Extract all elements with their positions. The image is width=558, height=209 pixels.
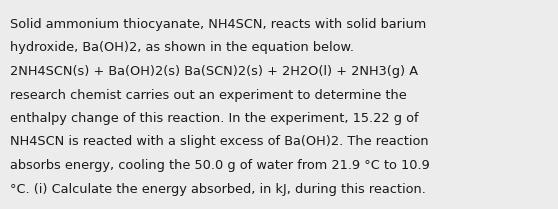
Text: NH4SCN is reacted with a slight excess of Ba(OH)2. The reaction: NH4SCN is reacted with a slight excess o… (10, 135, 429, 149)
Text: research chemist carries out an experiment to determine the: research chemist carries out an experime… (10, 88, 407, 102)
Text: hydroxide, Ba(OH)2, as shown in the equation below.: hydroxide, Ba(OH)2, as shown in the equa… (10, 42, 354, 55)
Text: enthalpy change of this reaction. In the experiment, 15.22 g of: enthalpy change of this reaction. In the… (10, 112, 418, 125)
Text: Solid ammonium thiocyanate, NH4SCN, reacts with solid barium: Solid ammonium thiocyanate, NH4SCN, reac… (10, 18, 426, 31)
Text: °C. (i) Calculate the energy absorbed, in kJ, during this reaction.: °C. (i) Calculate the energy absorbed, i… (10, 182, 426, 195)
Text: 2NH4SCN(s) + Ba(OH)2(s) Ba(SCN)2(s) + 2H2O(l) + 2NH3(g) A: 2NH4SCN(s) + Ba(OH)2(s) Ba(SCN)2(s) + 2H… (10, 65, 418, 78)
Text: absorbs energy, cooling the 50.0 g of water from 21.9 °C to 10.9: absorbs energy, cooling the 50.0 g of wa… (10, 159, 430, 172)
